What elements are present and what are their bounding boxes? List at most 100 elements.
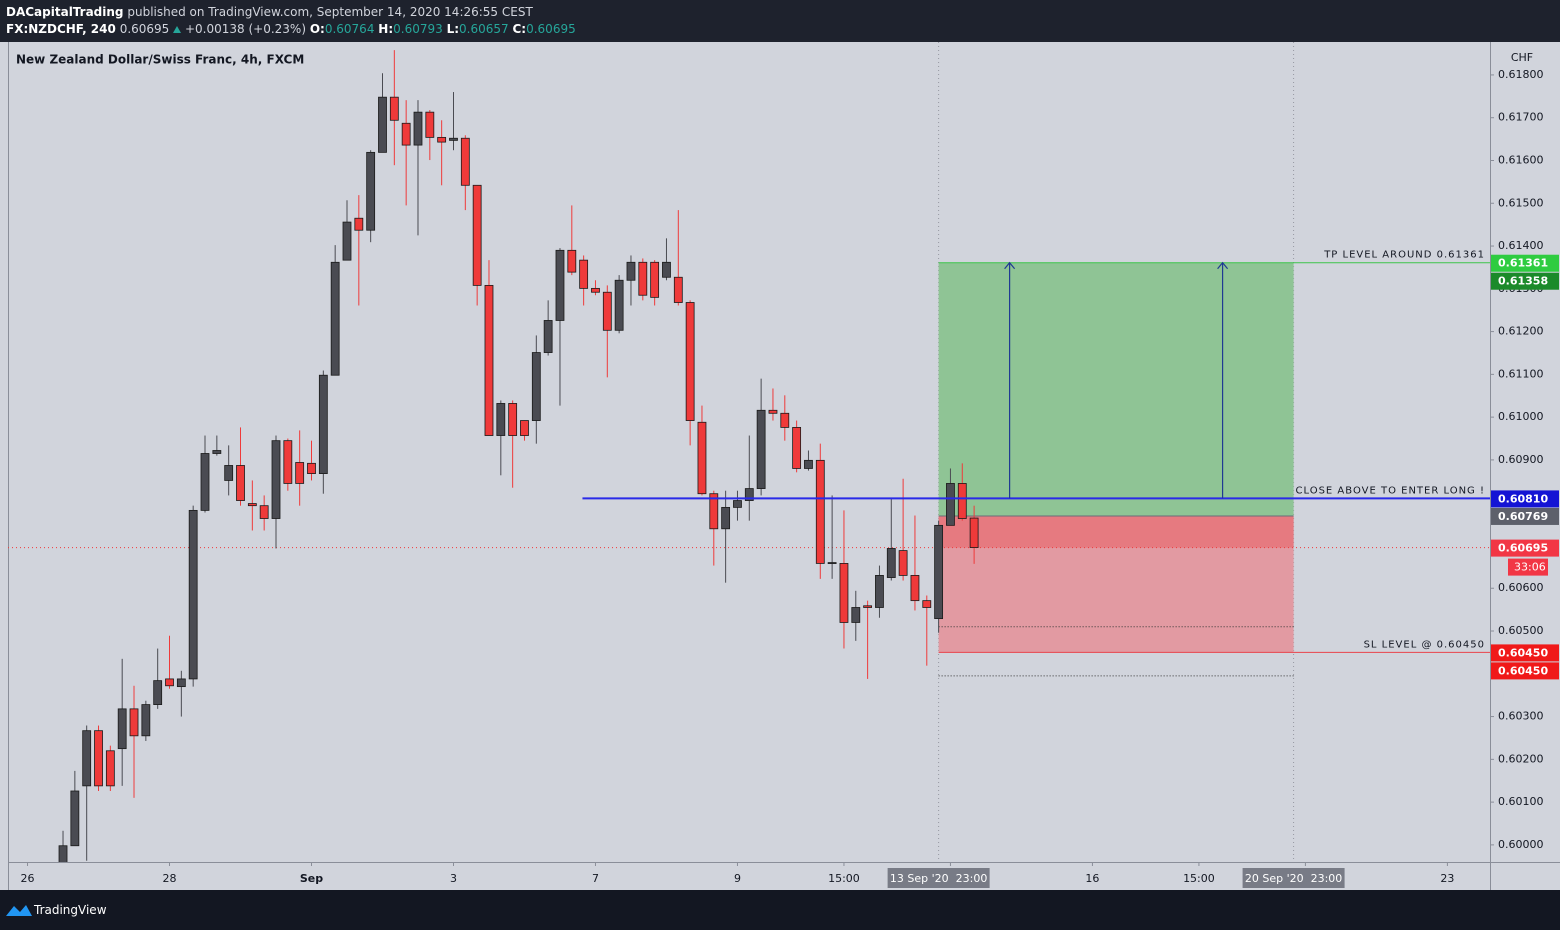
marker-label-bg [1242, 868, 1345, 888]
candle-body [70, 790, 80, 847]
candle-body [224, 465, 234, 481]
y-tick-label: 0.61800 [1498, 68, 1544, 81]
footer: TradingView [0, 890, 1560, 930]
candle-body [744, 488, 754, 501]
price-label: 0.61361 [1498, 257, 1548, 270]
arrow-head [1004, 261, 1016, 270]
price-label-bg [1491, 662, 1559, 680]
candle-body [756, 409, 766, 489]
ohlc-value: 0.60695 [526, 22, 576, 36]
ohlc-key: C: [512, 22, 527, 36]
candle-body [105, 750, 115, 787]
price-label-bg [1491, 490, 1559, 508]
y-tick-label: 0.61100 [1498, 367, 1544, 380]
price-label: 0.60450 [1498, 664, 1548, 677]
candle-body [247, 503, 257, 507]
ohlc: O:0.60764 H:0.60793 L:0.60657 C:0.60695 [306, 22, 576, 36]
published: published on TradingView.com, September … [127, 5, 533, 19]
candle-body [709, 493, 719, 530]
x-tick-label: 9 [734, 872, 741, 885]
candle-body [851, 607, 861, 623]
x-tick-label: 15:00 [828, 872, 860, 885]
price-label-bg [1491, 254, 1559, 272]
level-label: TP LEVEL AROUND 0.61361 [1323, 250, 1485, 261]
up-icon [173, 26, 182, 33]
level-label: SL LEVEL @ 0.60450 [1364, 639, 1485, 650]
candle-body [898, 550, 908, 576]
y-tick-label: 0.60900 [1498, 453, 1544, 466]
y-tick-label: 0.60000 [1498, 838, 1544, 851]
candle-body [780, 412, 790, 428]
candle-body [271, 440, 281, 519]
candle-body [650, 261, 660, 298]
candle-body [804, 459, 813, 469]
candle-body [922, 600, 932, 608]
y-tick-label: 0.61600 [1498, 153, 1544, 166]
candle-body [165, 678, 174, 687]
y-tick-label: 0.60200 [1498, 752, 1544, 765]
plot-area: TP LEVEL AROUND 0.61361 CLOSE ABOVE TO EN… [8, 42, 1490, 862]
price-label: 0.60769 [1498, 510, 1548, 523]
arrow-head [1217, 261, 1229, 270]
price-label: 0.60450 [1498, 646, 1548, 659]
candle-body [283, 440, 293, 484]
ohlc-key: O: [309, 22, 325, 36]
candle-body [567, 249, 577, 273]
candle-body [484, 284, 494, 436]
chart-title: New Zealand Dollar/Swiss Franc, 4h, FXCM [16, 53, 304, 67]
ohlc-value: 0.60793 [393, 22, 443, 36]
price: 0.60695 [119, 22, 170, 36]
candle-body [449, 137, 458, 141]
header: DACapitalTrading published on TradingVie… [0, 0, 1560, 42]
candle-body [342, 221, 352, 261]
x-tick-label: Sep [300, 872, 323, 885]
candle-body [141, 704, 151, 737]
candle-body [389, 96, 399, 121]
marker-label-bg [887, 868, 990, 888]
candle-body [460, 137, 470, 186]
candle-body [259, 505, 269, 519]
axis-unit: CHF [1511, 51, 1533, 64]
y-tick-label: 0.60500 [1498, 624, 1544, 637]
candle-body [496, 403, 506, 436]
x-tick-label: 23 [1440, 872, 1454, 885]
candle-body [94, 730, 103, 787]
candle-body [827, 562, 837, 564]
price-label-bg [1491, 272, 1559, 290]
candle-body [330, 261, 340, 376]
candle-body [602, 291, 612, 331]
candle-body [354, 217, 364, 231]
x-tick-label: 3 [450, 872, 457, 885]
candle-body [733, 500, 742, 508]
candle-body [934, 524, 944, 620]
level-label: CLOSE ABOVE TO ENTER LONG ! [1296, 485, 1486, 496]
candle-body [437, 136, 447, 143]
x-tick-label: 16 [1085, 872, 1099, 885]
candle-body [591, 287, 600, 293]
candle-body [946, 483, 955, 526]
candle-body [508, 403, 518, 436]
candle-body [153, 680, 163, 705]
candle-body [401, 122, 411, 146]
candle-body [721, 506, 731, 530]
candle-body [875, 575, 884, 608]
countdown: 33:06 [1514, 561, 1546, 574]
candle-body [520, 420, 529, 436]
candle-body [236, 465, 245, 501]
candle-body [768, 409, 778, 414]
candle-body [815, 459, 825, 564]
candle-body [886, 548, 896, 578]
candle-body [626, 261, 636, 281]
candle-body [318, 374, 328, 475]
candle-body [697, 421, 707, 495]
candle-body [307, 462, 316, 475]
candle-body [472, 184, 482, 286]
header-line: DACapitalTrading published on TradingVie… [6, 5, 533, 19]
price-label: 0.60695 [1498, 542, 1548, 555]
ohlc-key: H: [378, 22, 394, 36]
y-tick-label: 0.60100 [1498, 795, 1544, 808]
candle-body [129, 708, 139, 737]
profit-zone [938, 262, 1294, 516]
candle-body [531, 352, 541, 421]
